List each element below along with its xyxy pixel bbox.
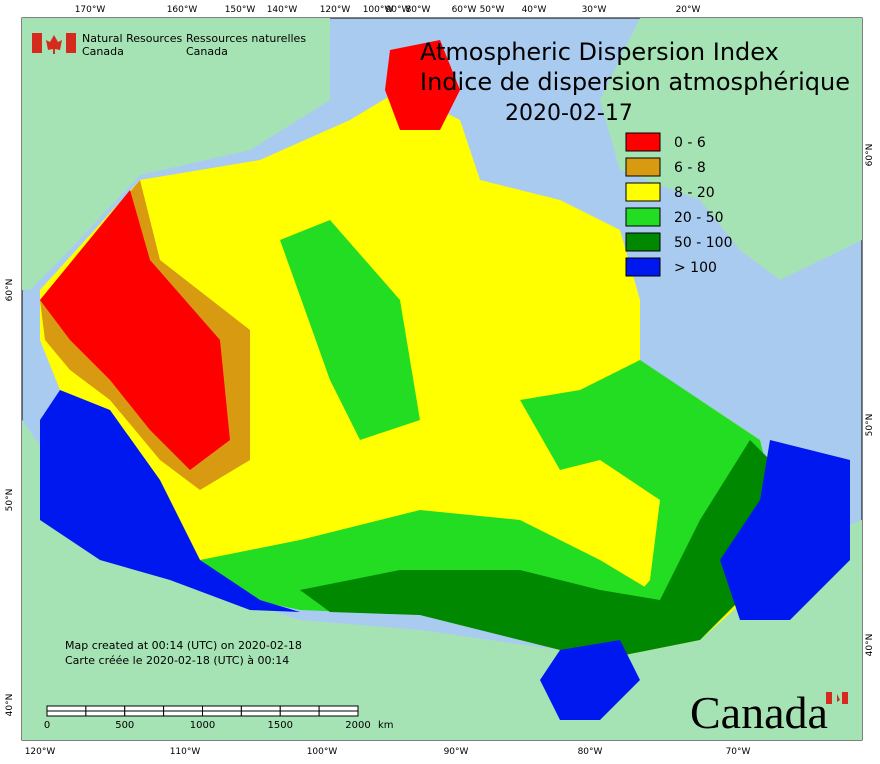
left-label: 40°N: [5, 694, 15, 717]
scale-segment: [163, 705, 203, 712]
top-label: 60°W: [452, 5, 477, 15]
scale-segment: [124, 710, 165, 717]
scale-segment: [240, 705, 281, 712]
scale-label: 1000: [190, 720, 215, 731]
legend-label: > 100: [674, 260, 717, 276]
top-label: 40°W: [522, 5, 547, 15]
index-regions: [40, 40, 850, 720]
top-label: 90°W: [386, 5, 411, 15]
top-label: 120°W: [320, 5, 351, 15]
note: Carte créée le 2020-02-18 (UTC) à 00:14: [65, 654, 289, 667]
scale-segment: [46, 705, 87, 712]
legend-swatch: [625, 207, 661, 227]
top-label: 80°W: [406, 5, 431, 15]
legend-label: 0 - 6: [674, 135, 706, 151]
note: Map created at 00:14 (UTC) on 2020-02-18: [65, 639, 302, 652]
scale-label: 1500: [268, 720, 293, 731]
agency-en: Canada: [82, 45, 124, 58]
scale-segment: [202, 705, 242, 712]
flag: [826, 692, 848, 704]
top-label: 100°W: [363, 5, 394, 15]
bottom-label: 110°W: [170, 747, 201, 757]
right-label: 40°N: [865, 634, 875, 657]
scale-segment: [279, 705, 320, 712]
scale-segment: [124, 705, 165, 712]
scale-segment: [163, 710, 203, 717]
top-label: 20°W: [676, 5, 701, 15]
scale-segment: [46, 710, 87, 717]
scale-segment: [85, 710, 126, 717]
left-label: 60°N: [5, 279, 15, 302]
top-label: 140°W: [267, 5, 298, 15]
bottom-label: 80°W: [578, 747, 603, 757]
legend-swatch: [625, 157, 661, 177]
legend-swatch: [625, 182, 661, 202]
right-label: 50°N: [865, 414, 875, 437]
scale-label: 500: [115, 720, 134, 731]
top-label: 30°W: [582, 5, 607, 15]
title: Atmospheric Dispersion Index: [420, 38, 779, 66]
left-label: 50°N: [5, 489, 15, 512]
scale-segment: [85, 705, 126, 712]
land: [22, 18, 862, 740]
scale-segment: [318, 710, 359, 717]
scale-segment: [279, 710, 320, 717]
date: 2020-02-17: [505, 101, 633, 126]
top-label: 160°W: [167, 5, 198, 15]
legend-label: 8 - 20: [674, 185, 715, 201]
scale-segment: [318, 705, 359, 712]
ncan-logo: [32, 33, 76, 54]
title: Indice de dispersion atmosphérique: [420, 68, 850, 96]
legend-label: 50 - 100: [674, 235, 733, 251]
legend-swatch: [625, 257, 661, 277]
bottom-label: 120°W: [25, 747, 56, 757]
bottom-label: 90°W: [444, 747, 469, 757]
legend-label: 20 - 50: [674, 210, 724, 226]
scale-segment: [202, 710, 242, 717]
scale-segment: [240, 710, 281, 717]
wordmark: Canada: [690, 687, 828, 738]
scale-unit: km: [378, 720, 394, 731]
top-label: 50°W: [480, 5, 505, 15]
agency-fr: Canada: [186, 45, 228, 58]
bottom-label: 70°W: [726, 747, 751, 757]
bottom-label: 100°W: [307, 747, 338, 757]
right-label: 60°N: [865, 144, 875, 167]
scale-label: 2000: [345, 720, 370, 731]
legend-label: 6 - 8: [674, 160, 706, 176]
scale-label: 0: [44, 720, 50, 731]
agency-fr: Ressources naturelles: [186, 32, 306, 45]
top-label: 150°W: [225, 5, 256, 15]
legend-swatch: [625, 232, 661, 252]
top-label: 170°W: [75, 5, 106, 15]
agency-en: Natural Resources: [82, 32, 183, 45]
legend-swatch: [625, 132, 661, 152]
